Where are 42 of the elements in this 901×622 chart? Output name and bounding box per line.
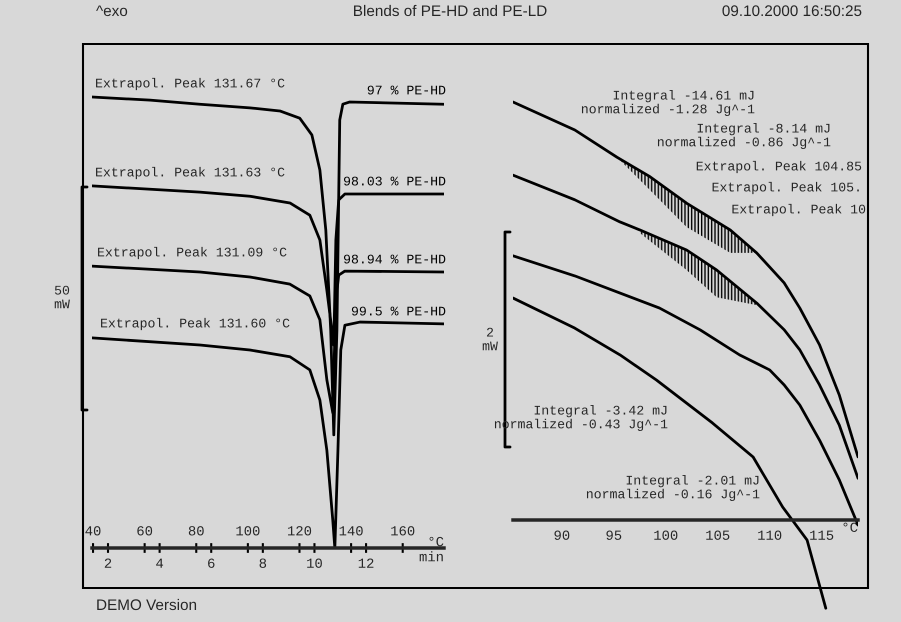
x2-tick-label: 12 — [358, 558, 374, 568]
x-tick-label: 95 — [606, 530, 622, 540]
x-axis-title: °C — [430, 536, 444, 546]
x-tick-label: 115 — [810, 530, 834, 540]
annotation: Extrapol. Peak 10 — [732, 204, 866, 216]
text: 09.10.2000 16:50:25 — [722, 5, 862, 16]
x-tick-label: 60 — [137, 526, 152, 536]
x-tick-label: 80 — [188, 526, 204, 536]
text: ^exo — [96, 5, 128, 16]
x-axis-title: °C — [844, 522, 858, 532]
annotation: Integral -8.14 mJ normalized -0.86 Jg^-1 — [658, 122, 830, 150]
chart-title: Blends of PE-HD and PE-LD — [354, 4, 546, 16]
x2-axis-title: min — [420, 551, 443, 562]
x2-tick-label: 2 — [104, 558, 112, 568]
x-tick-label: 100 — [236, 526, 260, 536]
annotation: Integral -14.61 mJ normalized -1.28 Jg^-1 — [582, 90, 754, 116]
x-tick-label: 140 — [340, 526, 363, 536]
x-tick-label: 160 — [391, 526, 414, 536]
annotation: Extrapol. Peak 131.63 °C — [96, 166, 284, 180]
x2-tick-label: 10 — [307, 558, 322, 568]
x-tick-label: 40 — [85, 526, 101, 536]
x-tick-label: 90 — [554, 530, 570, 540]
text: Extrapol. Peak 131.67 °C — [96, 78, 284, 90]
annotation: Extrapol. Peak 131.09 °C — [98, 246, 286, 260]
x2-tick-label: 8 — [260, 558, 266, 568]
series-label: 98.03 % PE-HD — [344, 176, 446, 186]
text: DEMO Version — [97, 598, 196, 610]
annotation: Extrapol. Peak 104.85 — [696, 160, 862, 174]
series-label: 99.5 % PE-HD — [352, 306, 446, 316]
series-label: 98.94 % PE-HD — [344, 254, 446, 264]
x2-tick-label: 4 — [156, 558, 164, 568]
annotation: Extrapol. Peak 131.60 °C — [101, 318, 290, 330]
x-tick-label: 100 — [654, 530, 678, 540]
annotation: Extrapol. Peak 105. — [712, 182, 859, 194]
x-tick-label: 105 — [706, 530, 730, 540]
x-tick-label: 120 — [288, 526, 312, 536]
x2-tick-label: 6 — [208, 558, 214, 568]
text: 50 mW — [54, 286, 70, 308]
series-label: 97 % PE-HD — [368, 86, 446, 95]
annotation: Integral -2.01 mJ normalized -0.16 Jg^-1 — [586, 474, 760, 502]
text: 2 mW — [482, 328, 498, 350]
x-tick-label: 110 — [758, 530, 782, 540]
